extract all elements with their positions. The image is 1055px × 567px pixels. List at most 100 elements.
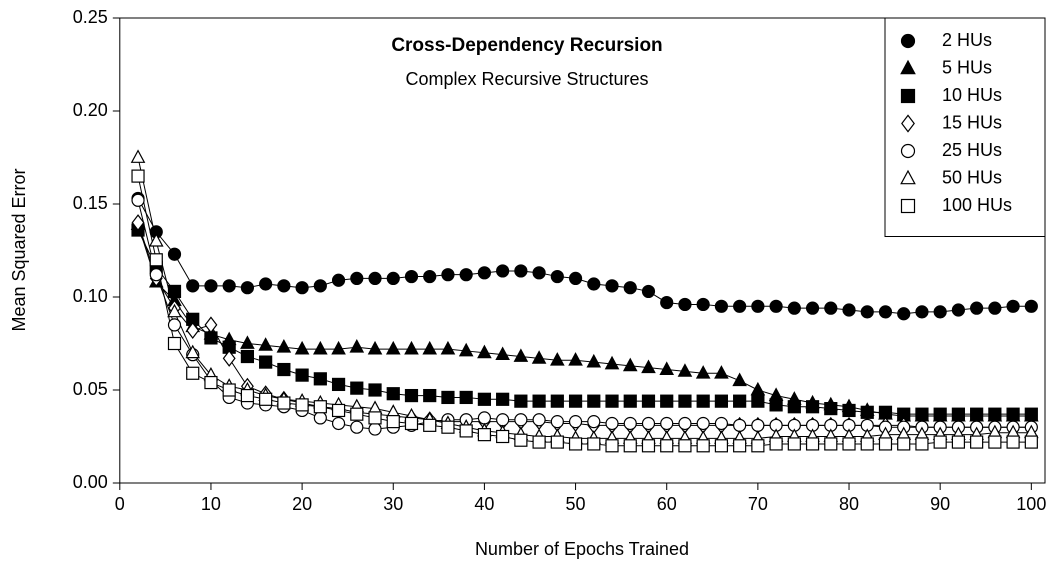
chart-subtitle: Complex Recursive Structures xyxy=(405,69,648,89)
legend-label: 50 HUs xyxy=(942,167,1002,187)
marker xyxy=(1024,299,1038,313)
marker xyxy=(988,435,1002,449)
marker xyxy=(988,407,1002,421)
marker xyxy=(900,33,916,49)
marker xyxy=(295,368,309,382)
marker xyxy=(204,331,218,345)
marker xyxy=(514,413,528,427)
x-tick-label: 30 xyxy=(383,494,403,514)
marker xyxy=(440,340,456,355)
marker xyxy=(423,388,437,403)
marker xyxy=(423,269,437,284)
marker xyxy=(204,279,218,293)
y-tick-label: 0.10 xyxy=(73,286,108,306)
marker xyxy=(259,392,273,406)
marker xyxy=(641,439,656,453)
marker xyxy=(970,407,984,421)
marker xyxy=(678,394,692,408)
marker xyxy=(568,352,583,366)
x-tick-label: 70 xyxy=(748,494,768,514)
marker xyxy=(641,359,656,374)
marker xyxy=(331,416,346,431)
marker xyxy=(350,407,364,421)
marker xyxy=(901,114,915,133)
marker xyxy=(477,266,492,280)
marker xyxy=(277,279,291,293)
marker xyxy=(604,355,620,370)
marker xyxy=(204,375,218,390)
marker xyxy=(860,437,874,451)
marker xyxy=(368,422,382,436)
marker xyxy=(714,394,729,408)
marker xyxy=(568,394,583,408)
marker xyxy=(587,437,601,451)
marker xyxy=(733,299,747,313)
marker xyxy=(733,418,747,432)
marker xyxy=(769,398,783,412)
marker xyxy=(148,233,164,247)
marker xyxy=(751,394,765,408)
marker xyxy=(422,340,438,355)
x-tick-label: 100 xyxy=(1016,494,1046,514)
x-tick-label: 0 xyxy=(115,494,125,514)
marker xyxy=(277,396,291,410)
marker xyxy=(240,281,255,295)
marker xyxy=(695,365,711,379)
marker xyxy=(733,439,747,453)
y-tick-label: 0.00 xyxy=(73,472,108,492)
x-tick-label: 60 xyxy=(657,494,677,514)
marker xyxy=(878,305,893,319)
y-axis-label: Mean Squared Error xyxy=(9,168,29,331)
marker xyxy=(532,266,546,280)
legend-label: 2 HUs xyxy=(942,30,992,50)
marker xyxy=(367,340,383,355)
marker xyxy=(824,301,838,315)
marker xyxy=(331,403,346,418)
marker xyxy=(824,402,838,416)
marker xyxy=(385,340,401,355)
marker xyxy=(149,268,163,282)
marker xyxy=(386,271,400,285)
marker xyxy=(368,383,382,397)
marker xyxy=(568,437,583,451)
marker xyxy=(441,268,455,282)
marker xyxy=(751,418,765,432)
marker xyxy=(496,413,510,427)
marker xyxy=(441,420,455,434)
marker xyxy=(641,394,656,408)
marker xyxy=(404,388,419,403)
marker xyxy=(276,339,292,353)
marker xyxy=(622,357,638,372)
marker xyxy=(678,439,692,453)
marker xyxy=(550,415,564,429)
marker xyxy=(167,318,182,332)
marker xyxy=(496,392,510,406)
marker xyxy=(313,372,327,386)
marker xyxy=(1024,435,1038,449)
marker xyxy=(587,394,601,408)
legend-label: 10 HUs xyxy=(942,85,1002,105)
marker xyxy=(185,344,201,359)
marker xyxy=(477,344,492,359)
marker xyxy=(623,394,637,408)
marker xyxy=(805,301,820,315)
marker xyxy=(733,394,747,408)
marker xyxy=(714,439,729,453)
marker xyxy=(313,400,327,414)
marker xyxy=(477,428,492,442)
marker xyxy=(222,279,236,293)
marker xyxy=(532,413,546,427)
marker xyxy=(605,439,619,453)
marker xyxy=(897,307,911,321)
marker xyxy=(131,214,145,232)
marker xyxy=(295,281,309,295)
marker xyxy=(860,405,874,419)
marker xyxy=(349,339,365,353)
marker xyxy=(860,305,874,319)
marker xyxy=(258,337,273,351)
marker xyxy=(805,400,820,414)
marker xyxy=(933,435,947,449)
marker xyxy=(477,392,492,406)
marker xyxy=(951,407,966,421)
marker xyxy=(368,411,382,425)
